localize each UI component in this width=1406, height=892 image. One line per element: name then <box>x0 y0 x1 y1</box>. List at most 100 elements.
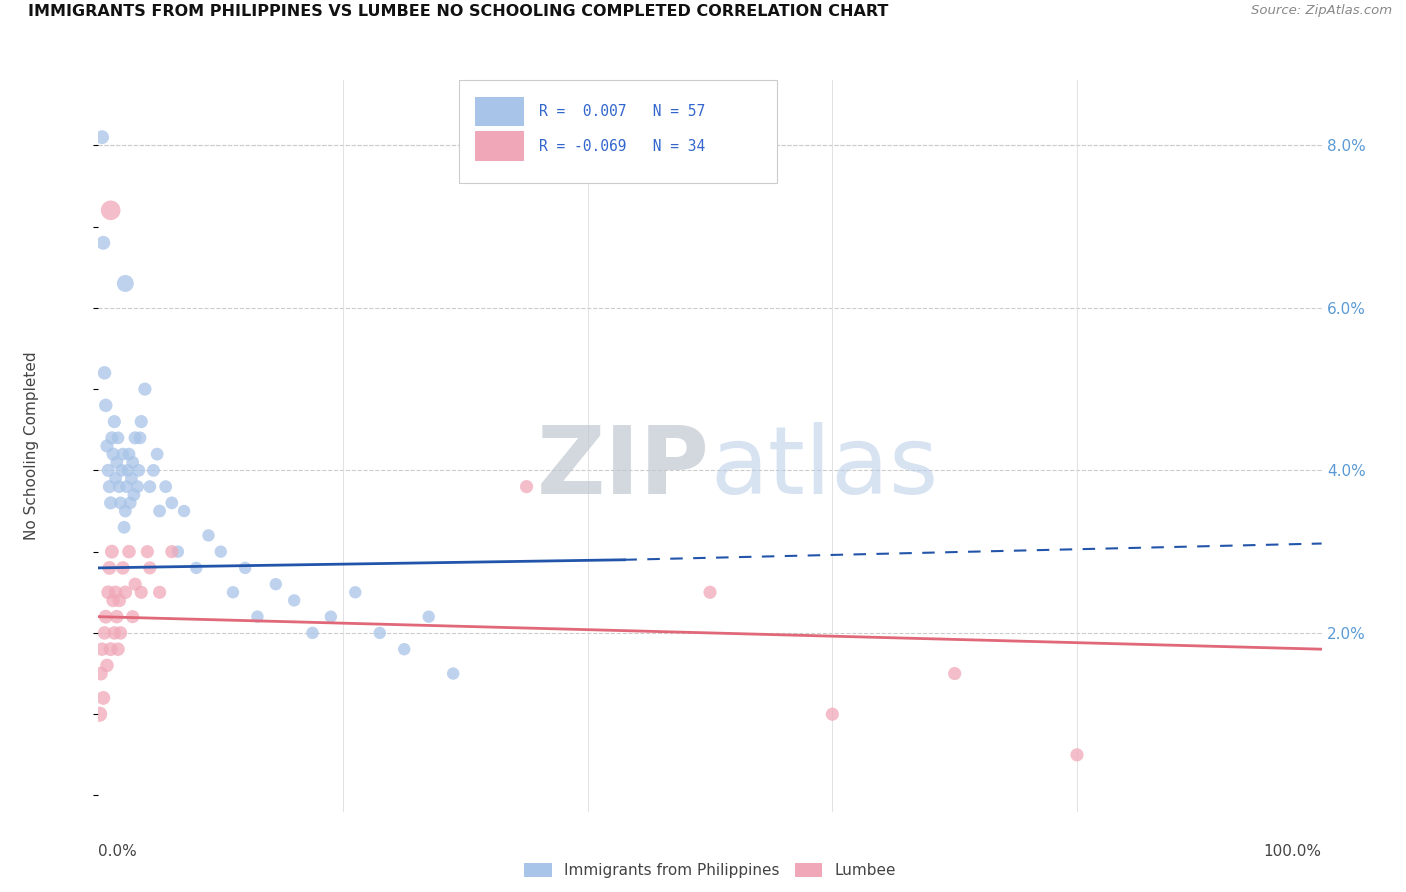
Point <box>344 585 367 599</box>
Point <box>98 561 121 575</box>
Point <box>149 504 172 518</box>
Point <box>93 366 115 380</box>
Text: atlas: atlas <box>710 422 938 514</box>
Point <box>134 382 156 396</box>
Point <box>122 488 145 502</box>
Point <box>283 593 305 607</box>
Point <box>107 642 129 657</box>
Point <box>121 609 143 624</box>
Point <box>368 626 391 640</box>
Point <box>111 463 134 477</box>
Point <box>418 609 440 624</box>
FancyBboxPatch shape <box>475 131 524 161</box>
Text: No Schooling Completed: No Schooling Completed <box>24 351 38 541</box>
Point <box>209 544 232 558</box>
Point <box>114 504 136 518</box>
FancyBboxPatch shape <box>460 80 778 183</box>
Point <box>129 431 152 445</box>
Point <box>94 398 117 412</box>
Point <box>105 455 128 469</box>
Point <box>114 277 136 291</box>
Point <box>142 463 165 477</box>
Point <box>91 690 114 705</box>
Point <box>264 577 287 591</box>
Point <box>101 431 124 445</box>
Point <box>97 463 120 477</box>
Point <box>108 593 131 607</box>
Point <box>173 504 195 518</box>
Point <box>101 544 124 558</box>
Point <box>136 544 159 558</box>
Point <box>155 480 177 494</box>
Point <box>160 496 183 510</box>
Point <box>128 463 150 477</box>
Point <box>94 609 117 624</box>
Point <box>120 496 142 510</box>
Point <box>93 626 115 640</box>
FancyBboxPatch shape <box>475 97 524 127</box>
Point <box>118 447 141 461</box>
Point <box>104 471 127 485</box>
Text: 0.0%: 0.0% <box>98 844 138 859</box>
Point <box>121 455 143 469</box>
Point <box>222 585 245 599</box>
Point <box>97 585 120 599</box>
Point <box>100 496 122 510</box>
Point <box>233 561 256 575</box>
Legend: Immigrants from Philippines, Lumbee: Immigrants from Philippines, Lumbee <box>517 857 903 885</box>
Point <box>105 609 128 624</box>
Point <box>110 496 132 510</box>
Point <box>103 415 125 429</box>
Point <box>90 666 112 681</box>
Point <box>124 431 146 445</box>
Point <box>139 480 162 494</box>
Point <box>91 130 114 145</box>
Point <box>120 471 142 485</box>
Point <box>89 707 111 722</box>
Point <box>392 642 416 657</box>
Point <box>117 463 139 477</box>
Point <box>101 593 124 607</box>
Point <box>96 658 118 673</box>
Point <box>100 203 122 218</box>
Point <box>101 447 124 461</box>
Point <box>146 447 169 461</box>
Point <box>110 626 132 640</box>
Point <box>301 626 323 640</box>
Text: R = -0.069   N = 34: R = -0.069 N = 34 <box>538 138 704 153</box>
Text: Source: ZipAtlas.com: Source: ZipAtlas.com <box>1251 4 1392 18</box>
Point <box>129 415 152 429</box>
Point <box>186 561 208 575</box>
Point <box>98 480 121 494</box>
Point <box>112 520 135 534</box>
Point <box>91 642 114 657</box>
Point <box>699 585 721 599</box>
Point <box>103 626 125 640</box>
Point <box>104 585 127 599</box>
Text: 100.0%: 100.0% <box>1264 844 1322 859</box>
Point <box>91 235 114 250</box>
Point <box>441 666 464 681</box>
Point <box>149 585 172 599</box>
Point <box>115 480 138 494</box>
Point <box>319 609 342 624</box>
Point <box>139 561 162 575</box>
Point <box>100 642 122 657</box>
Point <box>1066 747 1088 762</box>
Point <box>515 480 537 494</box>
Point <box>246 609 269 624</box>
Text: IMMIGRANTS FROM PHILIPPINES VS LUMBEE NO SCHOOLING COMPLETED CORRELATION CHART: IMMIGRANTS FROM PHILIPPINES VS LUMBEE NO… <box>28 4 889 20</box>
Point <box>197 528 219 542</box>
Point <box>160 544 183 558</box>
Point <box>124 577 146 591</box>
Point <box>167 544 190 558</box>
Point <box>107 431 129 445</box>
Text: R =  0.007   N = 57: R = 0.007 N = 57 <box>538 104 704 120</box>
Point <box>129 585 152 599</box>
Point <box>943 666 966 681</box>
Point <box>821 707 844 722</box>
Point <box>96 439 118 453</box>
Point <box>118 544 141 558</box>
Point <box>108 480 131 494</box>
Point <box>111 561 134 575</box>
